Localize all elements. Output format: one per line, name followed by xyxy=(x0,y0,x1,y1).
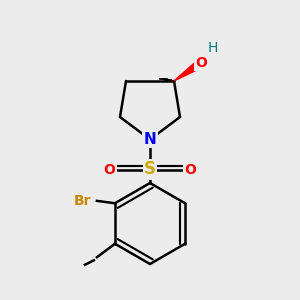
Text: O: O xyxy=(103,163,116,176)
Text: N: N xyxy=(144,132,156,147)
Text: H: H xyxy=(208,41,218,55)
Text: O: O xyxy=(195,56,207,70)
Text: O: O xyxy=(184,163,196,176)
Polygon shape xyxy=(174,59,203,81)
Text: S: S xyxy=(144,160,156,178)
Text: Br: Br xyxy=(74,194,91,208)
